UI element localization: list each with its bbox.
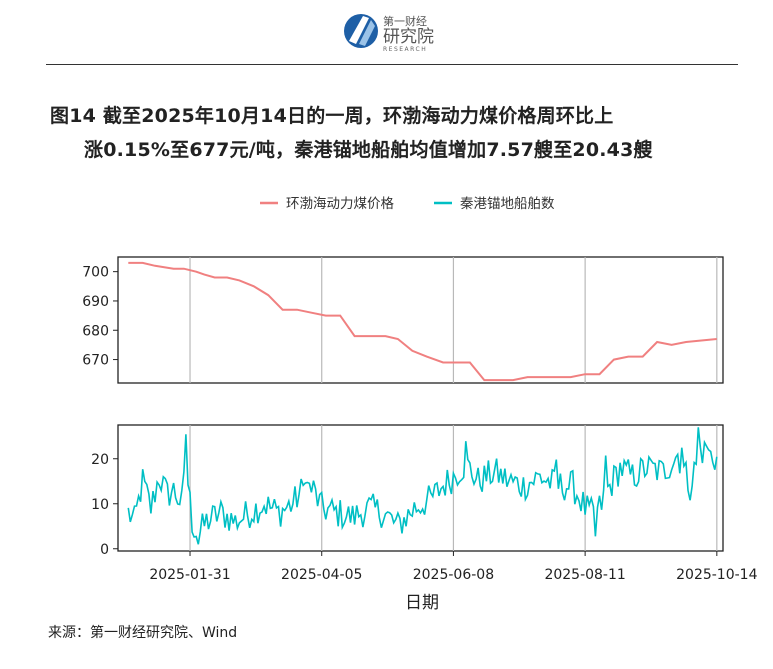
top-y-tick-label-3: 700: [82, 265, 109, 281]
chart-legend: 环渤海动力煤价格 秦港锚地船舶数: [260, 196, 555, 212]
top-panel-gridlines: [189, 257, 718, 383]
bottom-panel-y-axis: 0 10 20: [91, 452, 118, 558]
x-tick-label-4: 2025-10-14: [676, 567, 757, 583]
top-y-tick-label-1: 680: [82, 323, 109, 339]
top-y-tick-label-0: 670: [82, 353, 109, 369]
bottom-y-tick-label-1: 10: [91, 497, 109, 513]
bottom-panel-frame: [117, 424, 724, 552]
legend-label-ships: 秦港锚地船舶数: [460, 196, 555, 212]
ship-count-series-line: [127, 427, 718, 545]
legend-label-price: 环渤海动力煤价格: [286, 196, 394, 212]
bottom-panel-gridlines: [189, 425, 718, 551]
x-axis-title: 日期: [405, 593, 439, 613]
x-tick-label-0: 2025-01-31: [149, 567, 230, 583]
chart-title-line-2: 涨0.15%至677元/吨，秦港锚地船舶均值增加7.57艘至20.43艘: [84, 139, 653, 161]
logo-sub-text: RESEARCH: [383, 46, 427, 53]
chart-title-line-1: 图14 截至2025年10月14日的一周，环渤海动力煤价格周环比上: [50, 105, 614, 127]
research-institute-logo: 第一财经 研究院 RESEARCH: [344, 14, 434, 53]
x-axis: 2025-01-31 2025-04-05 2025-06-08 2025-08-11…: [149, 551, 758, 583]
bottom-y-tick-label-0: 0: [100, 542, 109, 558]
source-note: 来源：第一财经研究院、Wind: [48, 625, 238, 641]
top-panel-frame: [117, 256, 724, 384]
x-tick-label-2: 2025-06-08: [413, 567, 494, 583]
price-series-line: [128, 261, 717, 382]
x-tick-label-1: 2025-04-05: [281, 567, 362, 583]
top-panel-y-axis: 670 680 690 700: [82, 265, 118, 369]
logo-brand-text: 第一财经: [383, 14, 427, 28]
bottom-y-tick-label-2: 20: [91, 452, 109, 468]
x-tick-label-3: 2025-08-11: [544, 567, 625, 583]
logo-name-text: 研究院: [383, 27, 434, 47]
top-y-tick-label-2: 690: [82, 294, 109, 310]
header-divider: [46, 64, 738, 65]
